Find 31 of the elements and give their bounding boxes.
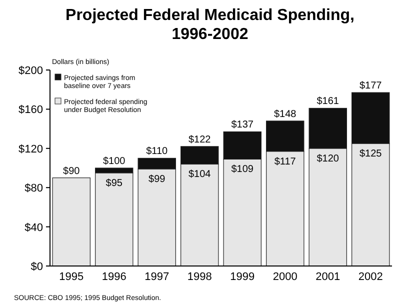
y-tick-label: $200 bbox=[18, 65, 43, 77]
data-label: $117 bbox=[274, 156, 296, 168]
chart-title: Projected Federal Medicaid Spending, 1996-2002 bbox=[66, 7, 354, 43]
x-tick-label: 2000 bbox=[272, 271, 298, 283]
x-tick-label: 1997 bbox=[144, 271, 170, 283]
y-tick-label: $120 bbox=[18, 143, 43, 156]
x-tick-label: 2002 bbox=[358, 271, 383, 283]
x-tick-label: 1995 bbox=[59, 271, 84, 283]
data-label: $95 bbox=[106, 178, 123, 189]
y-tick-label: $80 bbox=[24, 182, 43, 195]
data-label: $109 bbox=[231, 164, 254, 176]
total-label: $161 bbox=[316, 96, 340, 108]
data-label: $104 bbox=[188, 169, 212, 180]
total-label: $90 bbox=[63, 166, 80, 177]
y-tick-label: $160 bbox=[18, 104, 43, 116]
data-label: $99 bbox=[148, 174, 166, 185]
total-label: $110 bbox=[146, 146, 168, 158]
total-label: $137 bbox=[231, 120, 254, 131]
x-tick-label: 2001 bbox=[316, 271, 340, 283]
y-tick-label: $40 bbox=[24, 222, 43, 234]
y-tick-label: $0 bbox=[30, 261, 43, 273]
total-label: $177 bbox=[360, 80, 382, 92]
bar bbox=[52, 178, 90, 266]
data-label: $125 bbox=[360, 148, 382, 160]
total-label: $148 bbox=[274, 108, 297, 120]
total-label: $100 bbox=[103, 156, 126, 167]
data-label: $120 bbox=[316, 153, 340, 164]
x-tick-label: 1998 bbox=[187, 271, 212, 283]
total-label: $122 bbox=[188, 134, 212, 146]
x-tick-label: 1999 bbox=[230, 271, 255, 283]
x-tick-label: 1996 bbox=[102, 271, 126, 283]
